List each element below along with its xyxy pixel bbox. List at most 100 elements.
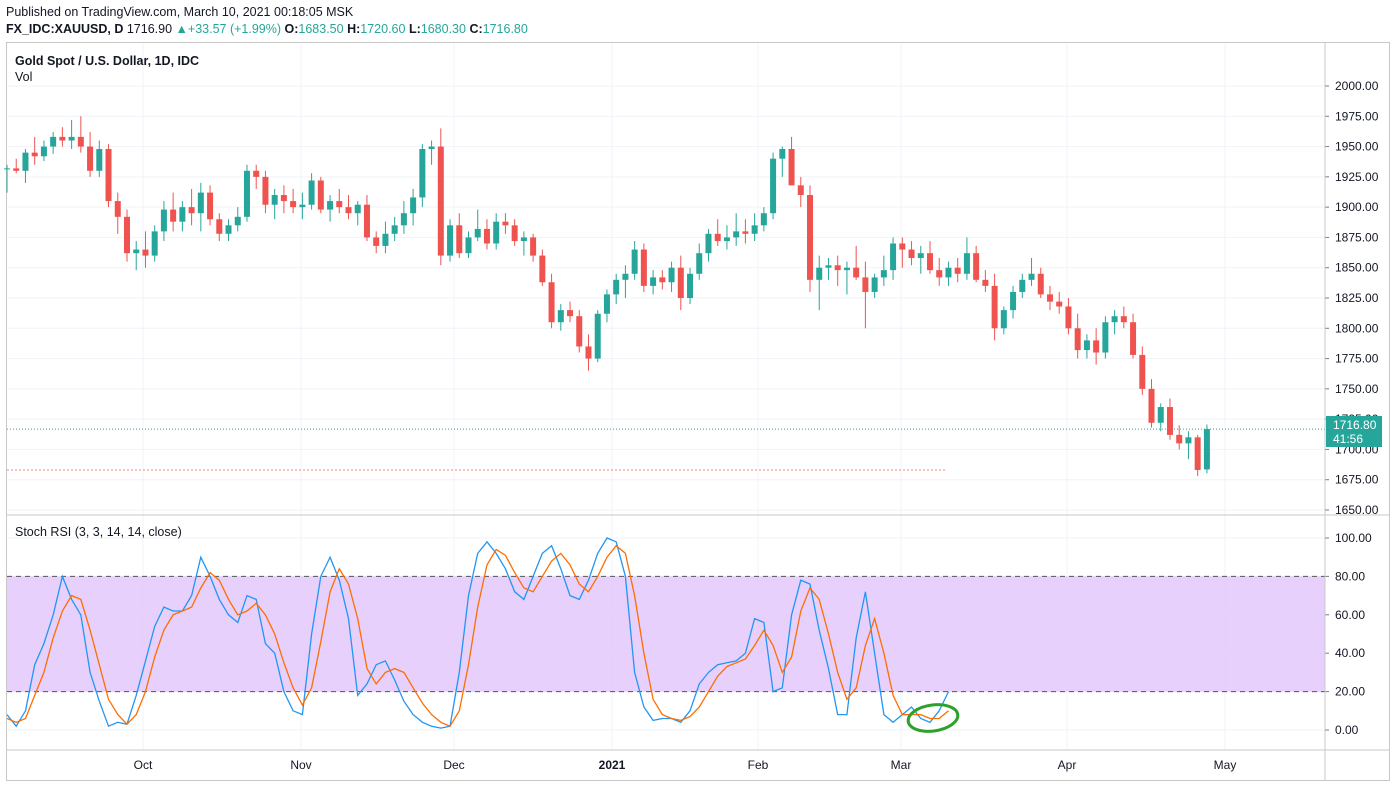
candle-body (59, 136, 66, 141)
candle (696, 243, 703, 280)
candle-body (188, 207, 195, 214)
candle (936, 258, 943, 286)
candle-body (594, 313, 601, 359)
candle (908, 241, 915, 266)
candle (1046, 285, 1053, 311)
candle (982, 270, 989, 292)
price-tick-label: 1925.00 (1335, 170, 1379, 184)
candle-body (437, 146, 444, 256)
candle (548, 273, 555, 329)
candle-body (1037, 273, 1044, 295)
candle (299, 192, 306, 220)
candle-body (733, 231, 740, 238)
stoch-tick-label: 20.00 (1335, 685, 1365, 699)
chart-frame[interactable] (6, 42, 1390, 781)
candle (59, 127, 66, 147)
candle (419, 144, 426, 208)
candle-body (788, 148, 795, 186)
candle (585, 334, 592, 371)
high-key: H: (347, 22, 361, 36)
candle (862, 261, 869, 329)
candle (1185, 431, 1192, 460)
price-tick-label: 1750.00 (1335, 382, 1379, 396)
price-tick-label: 1825.00 (1335, 291, 1379, 305)
candle-body (843, 267, 850, 271)
price-tick-label: 1875.00 (1335, 230, 1379, 244)
candle (96, 140, 103, 177)
candle (474, 209, 481, 242)
candle-body (373, 237, 380, 246)
candle-body (936, 270, 943, 278)
candle-body (151, 231, 158, 256)
candle (77, 116, 84, 153)
candle (567, 301, 574, 323)
candle (456, 213, 463, 259)
published-note: Published on TradingView.com, March 10, … (6, 5, 354, 19)
candle-body (705, 233, 712, 254)
candle (1157, 403, 1164, 432)
candle-body (640, 249, 647, 286)
time-tick-label: 2021 (599, 758, 626, 772)
candle (216, 213, 223, 242)
candle-body (853, 267, 860, 278)
candle-body (1130, 322, 1137, 355)
candle (853, 245, 860, 280)
candle (447, 219, 454, 262)
candle (825, 258, 832, 280)
candle (714, 219, 721, 246)
candle (511, 219, 518, 246)
candle-body (391, 225, 398, 234)
price-change: +33.57 (+1.99%) (187, 22, 282, 36)
candle (816, 255, 823, 311)
candle-body (880, 270, 887, 278)
candle (1093, 328, 1100, 365)
candle (770, 152, 777, 220)
candle-body (1185, 437, 1192, 444)
candle (1176, 425, 1183, 450)
candle-body (1194, 437, 1201, 471)
candle-body (142, 249, 149, 256)
candle (253, 164, 260, 189)
candle (742, 219, 749, 244)
candle-body (31, 152, 38, 157)
candle (751, 213, 758, 242)
candle-body (751, 225, 758, 234)
candle-body (862, 277, 869, 292)
candle (179, 201, 186, 232)
price-tick-label: 1850.00 (1335, 261, 1379, 275)
candle (603, 289, 610, 323)
candle-body (483, 228, 490, 244)
candle (40, 140, 47, 162)
candle (271, 188, 278, 220)
candle (723, 225, 730, 250)
candle (1065, 298, 1072, 335)
candle-body (1176, 434, 1183, 444)
candle-body (327, 201, 334, 210)
candle (465, 231, 472, 259)
candle-body (576, 316, 583, 347)
candle-body (170, 209, 177, 222)
candle (705, 228, 712, 262)
candle-body (825, 265, 832, 268)
candle-body (50, 136, 57, 147)
stoch-tick-label: 40.00 (1335, 646, 1365, 660)
candle-body (890, 243, 897, 271)
candle (779, 146, 786, 177)
candle (576, 310, 583, 353)
candle-body (428, 146, 435, 149)
annotation-circle[interactable] (906, 702, 960, 735)
stoch-lines (6, 537, 950, 729)
candle-body (539, 255, 546, 283)
candle (991, 273, 998, 341)
time-tick-label: Mar (891, 758, 912, 772)
candle-body (465, 237, 472, 254)
candle (4, 164, 10, 193)
candle-body (1157, 407, 1164, 423)
candle (945, 261, 952, 286)
candle-body (105, 148, 112, 202)
candle (687, 267, 694, 305)
candle (530, 233, 537, 262)
price-tick-label: 1675.00 (1335, 473, 1379, 487)
candle-body (410, 197, 417, 214)
